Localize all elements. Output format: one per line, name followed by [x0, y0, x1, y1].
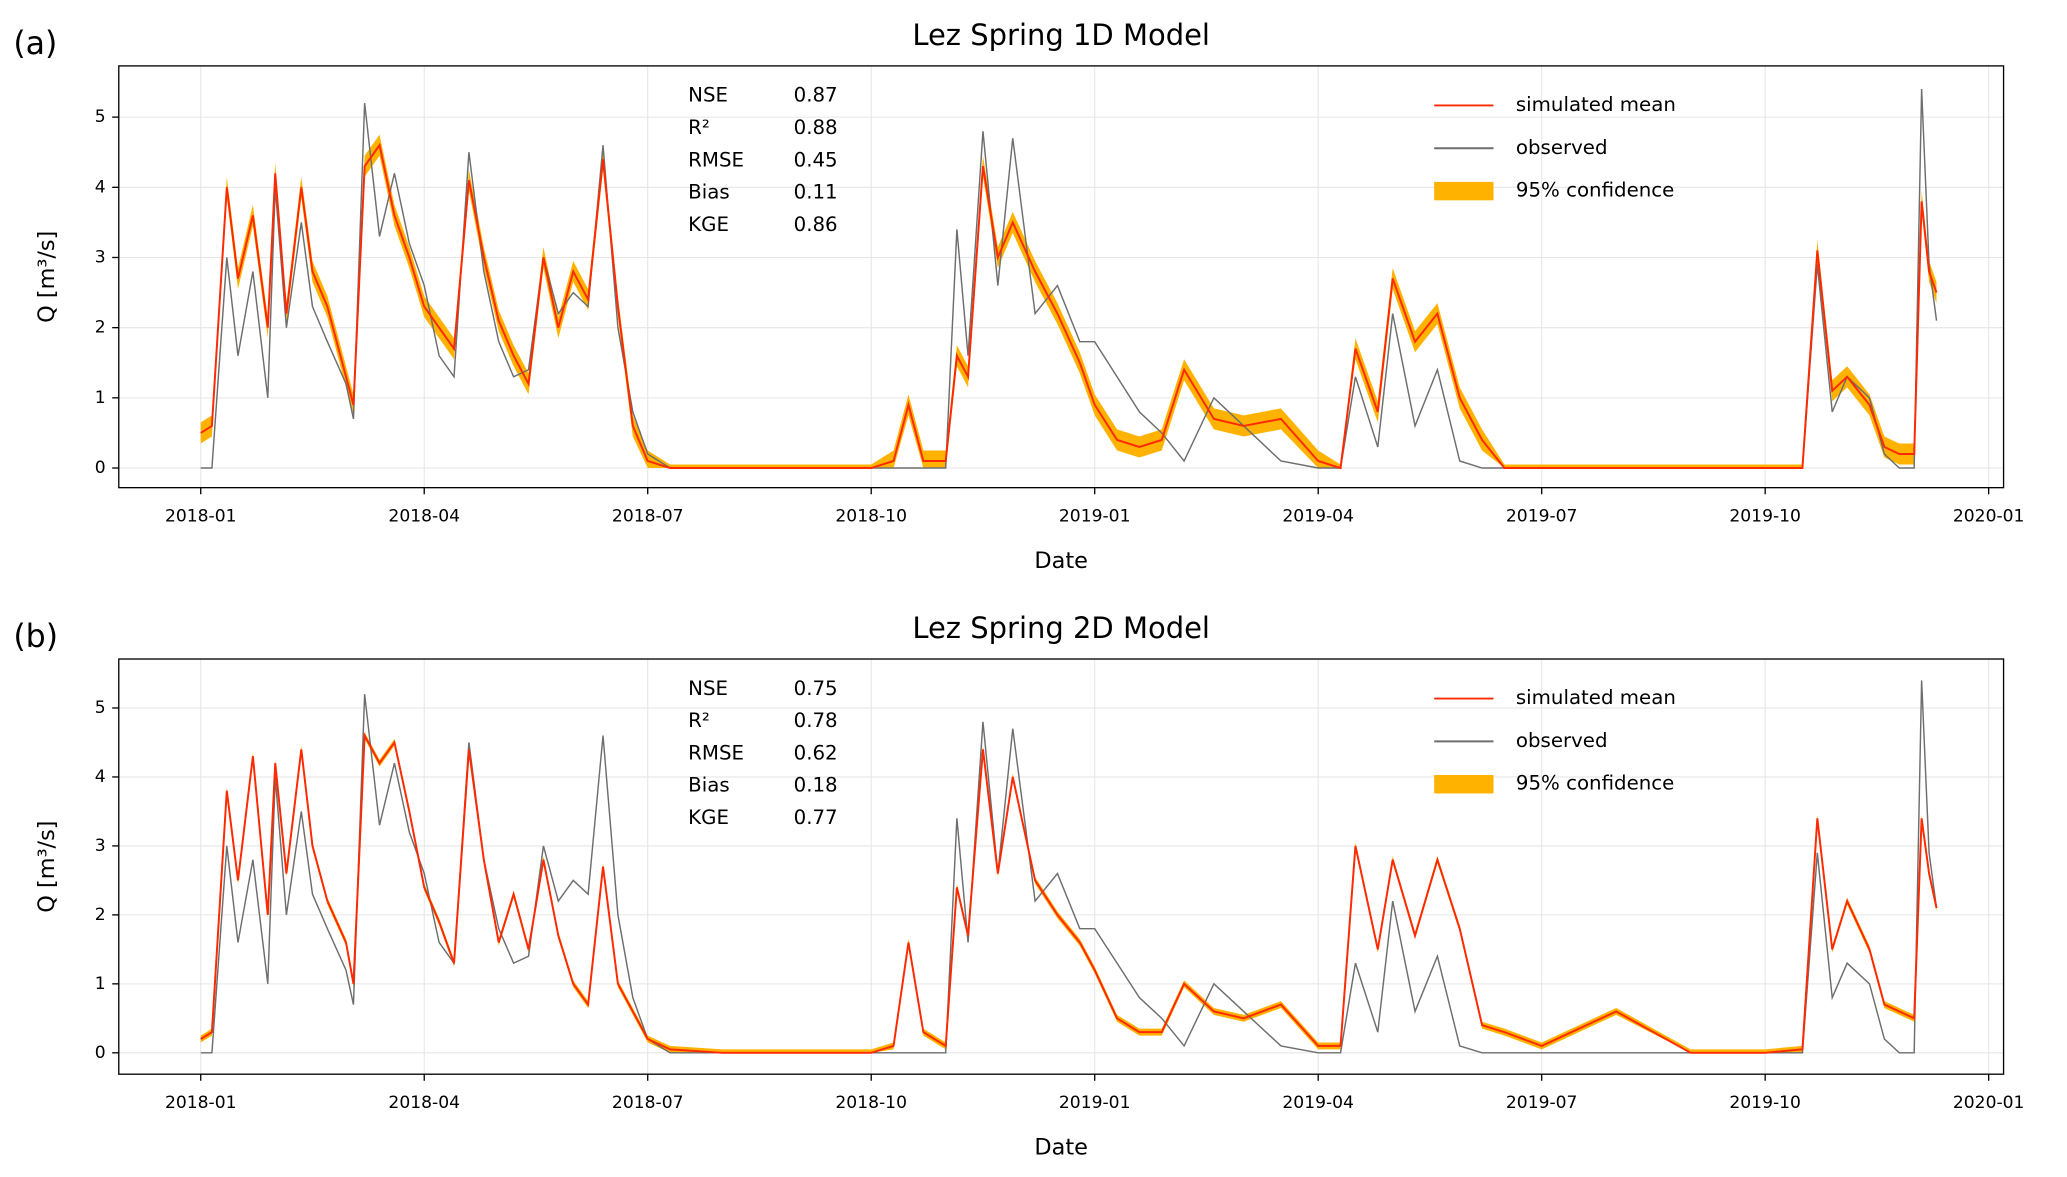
stat-name: Bias — [688, 181, 729, 204]
y-tick-label: 2 — [95, 905, 106, 925]
stat-name: NSE — [688, 84, 728, 107]
stat-name: RMSE — [688, 741, 744, 764]
chart-title: Lez Spring 1D Model — [912, 18, 1210, 52]
x-tick-label: 2019-04 — [1282, 507, 1354, 527]
x-tick-label: 2019-07 — [1506, 507, 1578, 527]
axes-frame — [118, 658, 2005, 1075]
legend-label: observed — [1516, 136, 1608, 159]
stat-name: NSE — [688, 677, 728, 700]
x-tick-label: 2018-10 — [835, 507, 907, 527]
stat-value: 0.88 — [794, 116, 838, 139]
legend-label: simulated mean — [1516, 93, 1676, 116]
x-tick-label: 2020-01 — [1953, 507, 2025, 527]
confidence-band — [200, 732, 1937, 1053]
stat-value: 0.77 — [794, 806, 838, 829]
axes-frame — [118, 65, 2005, 489]
stat-name: R² — [688, 709, 710, 732]
panel-label: (a) — [13, 26, 57, 62]
x-tick-label: 2018-01 — [165, 507, 237, 527]
stat-value: 0.87 — [794, 84, 838, 107]
x-tick-label: 2019-04 — [1282, 1093, 1354, 1113]
y-tick-label: 3 — [95, 247, 106, 267]
y-tick-label: 5 — [95, 698, 106, 718]
x-tick-label: 2018-01 — [165, 1093, 237, 1113]
x-tick-label: 2019-01 — [1059, 507, 1131, 527]
stat-value: 0.62 — [794, 741, 838, 764]
y-tick-label: 4 — [95, 177, 106, 197]
stat-name: Bias — [688, 774, 729, 797]
legend-label: 95% confidence — [1516, 179, 1674, 202]
series-line — [200, 680, 1938, 1054]
panel-label: (b) — [13, 619, 58, 655]
legend-label: observed — [1516, 729, 1608, 752]
x-tick-label: 2018-07 — [612, 1093, 684, 1113]
legend-swatch — [1434, 181, 1494, 201]
stat-name: KGE — [688, 806, 729, 829]
y-tick-label: 1 — [95, 388, 106, 408]
legend-label: 95% confidence — [1516, 772, 1674, 795]
legend-swatch — [1434, 775, 1494, 794]
y-tick-label: 1 — [95, 974, 106, 994]
y-tick-label: 4 — [95, 767, 106, 787]
x-tick-label: 2019-07 — [1506, 1093, 1578, 1113]
stat-value: 0.78 — [794, 709, 838, 732]
stat-value: 0.86 — [794, 213, 838, 236]
x-tick-label: 2019-01 — [1059, 1093, 1131, 1113]
chart-title: Lez Spring 2D Model — [912, 611, 1210, 645]
series-line — [200, 142, 1938, 470]
y-tick-label: 0 — [95, 1043, 106, 1063]
legend-label: simulated mean — [1516, 686, 1676, 709]
x-tick-label: 2019-10 — [1729, 1093, 1801, 1113]
x-tick-label: 2018-07 — [612, 507, 684, 527]
stat-value: 0.75 — [794, 677, 838, 700]
stat-value: 0.45 — [794, 148, 838, 171]
stat-value: 0.18 — [794, 774, 838, 797]
stat-name: R² — [688, 116, 710, 139]
stat-value: 0.11 — [794, 181, 838, 204]
x-tick-label: 2018-04 — [388, 1093, 460, 1113]
x-axis-label: Date — [1034, 1135, 1088, 1161]
confidence-band — [200, 134, 1937, 469]
y-tick-label: 3 — [95, 836, 106, 856]
x-tick-label: 2019-10 — [1729, 507, 1801, 527]
y-axis-label: Q [m³/s] — [34, 231, 60, 323]
stat-name: KGE — [688, 213, 729, 236]
y-tick-label: 0 — [95, 458, 106, 478]
x-tick-label: 2018-10 — [835, 1093, 907, 1113]
x-tick-label: 2020-01 — [1953, 1093, 2025, 1113]
series-line — [200, 731, 1938, 1054]
y-tick-label: 2 — [95, 318, 106, 338]
y-tick-label: 5 — [95, 107, 106, 127]
x-axis-label: Date — [1034, 548, 1088, 574]
y-axis-label: Q [m³/s] — [34, 820, 60, 912]
stat-name: RMSE — [688, 148, 744, 171]
x-tick-label: 2018-04 — [388, 507, 460, 527]
